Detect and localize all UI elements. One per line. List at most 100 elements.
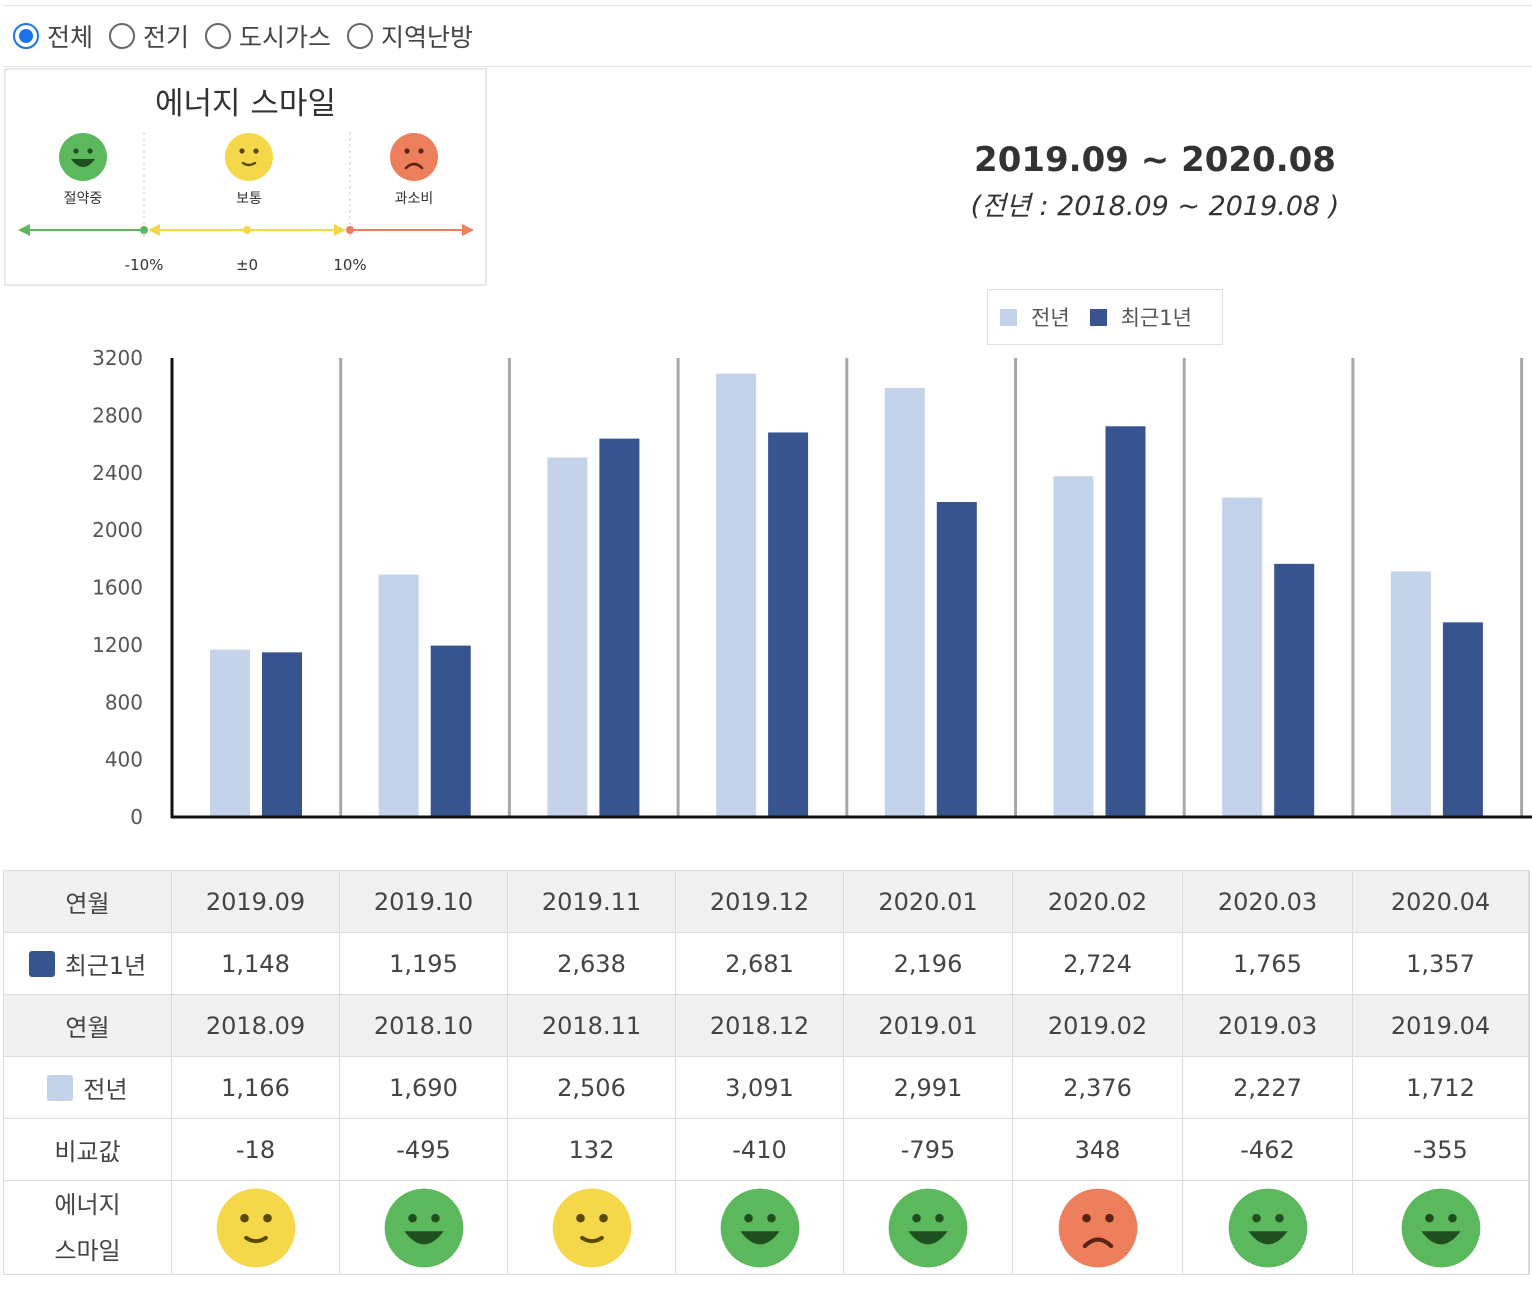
prev-month-cell: 2018.09 — [171, 994, 340, 1057]
radio-district-heating[interactable]: 지역난방 — [347, 18, 473, 54]
diff-value-cell-overflow — [1528, 1118, 1530, 1181]
neutral-face-icon — [552, 1188, 631, 1267]
prev-value-cell: 2,227 — [1182, 1056, 1353, 1119]
saving-arrow-head — [18, 224, 30, 236]
chart-legend: 전년 최근1년 — [987, 289, 1223, 345]
smile-cell — [843, 1180, 1013, 1275]
diff-value-cell: -495 — [339, 1118, 508, 1181]
recent-month-cell: 2019.10 — [339, 870, 508, 933]
recent-month-cell: 2019.09 — [171, 870, 340, 933]
y-tick-2000: 2000 — [92, 518, 143, 542]
recent-months-header: 연월 — [3, 870, 172, 933]
recent-values-row: 최근1년 1,148 1,195 2,638 2,681 2,196 2,724 1,765… — [3, 932, 1530, 995]
chart-bars — [210, 373, 1483, 817]
radio-electricity-button[interactable] — [109, 23, 136, 49]
legend-label-recent: 최근1년 — [1120, 306, 1192, 330]
chart-grid — [339, 358, 1524, 817]
recent-swatch — [28, 950, 55, 977]
sad-face-icon — [390, 133, 438, 181]
bar-prev-2020.04 — [1390, 571, 1431, 817]
scale-point-plus10 — [346, 226, 354, 234]
previous-period-subtitle: (전년 : 2018.09 ~ 2019.08 ) — [970, 191, 1340, 222]
prev-value-cell: 1,712 — [1352, 1056, 1529, 1119]
recent-month-cell-overflow — [1528, 870, 1530, 933]
diff-value-cell: -355 — [1352, 1118, 1529, 1181]
smile-cell — [1352, 1180, 1529, 1275]
prev-value-cell-overflow — [1528, 1056, 1530, 1119]
bar-recent-2019.10 — [430, 645, 471, 817]
prev-month-cell: 2019.01 — [843, 994, 1013, 1057]
radio-district-heating-button[interactable] — [347, 23, 374, 49]
smile-header-line2: 스마일 — [54, 1236, 121, 1265]
scale-label-minus10: -10% — [124, 256, 164, 274]
bar-recent-2020.03 — [1274, 563, 1315, 817]
recent-label: 최근1년 — [64, 952, 147, 980]
recent-month-cell: 2020.03 — [1182, 870, 1353, 933]
y-tick-400: 400 — [105, 748, 143, 772]
prev-month-cell: 2018.11 — [507, 994, 676, 1057]
normal-arrow-head-right — [334, 224, 346, 236]
radio-city-gas[interactable]: 도시가스 — [205, 18, 331, 54]
energy-usage-table: 연월 2019.09 2019.10 2019.11 2019.12 2020.01 20… — [3, 870, 1530, 1275]
happy-face-icon — [59, 133, 107, 181]
recent-value-cell: 1,195 — [339, 932, 508, 995]
period-title: 2019.09 ~ 2020.08 — [974, 140, 1336, 180]
prev-value-cell: 1,166 — [171, 1056, 340, 1119]
recent-value-cell: 1,357 — [1352, 932, 1529, 995]
level-normal-label: 보통 — [236, 191, 262, 207]
chart-axes: 0 400 800 1200 1600 2000 2400 2800 3200 — [92, 346, 1532, 829]
energy-type-filter: 전체 전기 도시가스 지역난방 — [3, 5, 1532, 67]
normal-arrow-head-left — [148, 224, 160, 236]
radio-all-button[interactable] — [13, 23, 39, 49]
happy-face-icon — [888, 1188, 968, 1267]
neutral-face-icon — [216, 1188, 295, 1267]
recent-month-cell: 2020.04 — [1352, 870, 1529, 933]
prev-months-row: 연월 2018.09 2018.10 2018.11 2018.12 2019.01 20… — [3, 994, 1530, 1057]
prev-values-row: 전년 1,166 1,690 2,506 3,091 2,991 2,376 2,227 1,… — [3, 1056, 1530, 1119]
smile-cell — [1012, 1180, 1183, 1275]
recent-month-cell: 2020.02 — [1012, 870, 1183, 933]
prev-month-cell: 2019.04 — [1352, 994, 1529, 1057]
prev-value-cell: 3,091 — [675, 1056, 844, 1119]
diff-value-cell: 132 — [507, 1118, 676, 1181]
bar-recent-2020.01 — [936, 502, 977, 817]
legend-label-prev: 전년 — [1031, 306, 1070, 330]
smile-cell — [171, 1180, 340, 1275]
diff-value-cell: -410 — [675, 1118, 844, 1181]
diff-value-cell: -462 — [1182, 1118, 1353, 1181]
bar-recent-2019.11 — [599, 438, 640, 817]
y-tick-3200: 3200 — [92, 346, 143, 370]
diff-header: 비교값 — [3, 1118, 172, 1181]
prev-swatch — [47, 1074, 74, 1101]
bar-recent-2019.09 — [262, 652, 302, 817]
scale-label-plus10: 10% — [333, 256, 367, 274]
radio-electricity[interactable]: 전기 — [109, 18, 189, 54]
happy-face-icon — [1228, 1188, 1307, 1267]
diff-row: 비교값 -18 -495 132 -410 -795 348 -462 -355 — [3, 1118, 1530, 1181]
recent-month-cell: 2019.11 — [507, 870, 676, 933]
smile-cell — [675, 1180, 844, 1275]
prev-month-cell: 2018.12 — [675, 994, 844, 1057]
prev-value-cell: 2,506 — [507, 1056, 676, 1119]
bar-recent-2020.04 — [1442, 622, 1483, 817]
y-tick-1600: 1600 — [92, 576, 143, 600]
bar-prev-2019.11 — [547, 457, 588, 817]
recent-value-cell: 2,196 — [843, 932, 1013, 995]
radio-all[interactable]: 전체 — [13, 18, 93, 54]
radio-city-gas-button[interactable] — [205, 23, 232, 49]
prev-month-cell: 2019.02 — [1012, 994, 1183, 1057]
bar-prev-2019.09 — [210, 649, 250, 817]
prev-value-cell: 1,690 — [339, 1056, 508, 1119]
prev-month-cell: 2019.03 — [1182, 994, 1353, 1057]
smile-scale-arrows — [18, 132, 474, 240]
recent-value-cell-overflow — [1528, 932, 1530, 995]
neutral-face-icon — [225, 133, 273, 181]
smile-cell — [507, 1180, 676, 1275]
bar-prev-2019.10 — [378, 574, 419, 817]
radio-city-gas-label: 도시가스 — [239, 23, 332, 52]
recent-months-row: 연월 2019.09 2019.10 2019.11 2019.12 2020.01 20… — [3, 870, 1530, 933]
radio-electricity-label: 전기 — [143, 23, 190, 52]
prev-value-cell: 2,376 — [1012, 1056, 1183, 1119]
y-tick-0: 0 — [130, 805, 143, 829]
recent-month-cell: 2020.01 — [843, 870, 1013, 933]
